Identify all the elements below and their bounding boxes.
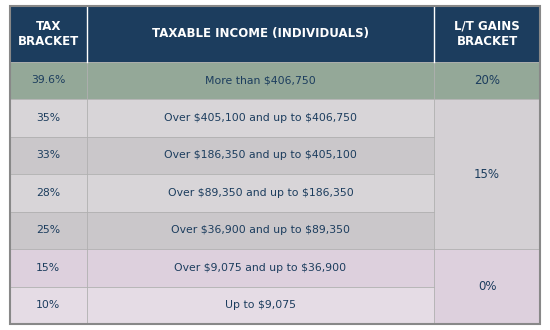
Bar bbox=[10, 137, 87, 174]
Bar bbox=[10, 99, 87, 137]
Text: 28%: 28% bbox=[36, 188, 60, 198]
Text: 20%: 20% bbox=[474, 74, 500, 87]
Bar bbox=[87, 62, 434, 99]
Bar bbox=[434, 99, 540, 249]
Bar bbox=[10, 62, 87, 99]
Text: 25%: 25% bbox=[36, 225, 60, 235]
Text: 35%: 35% bbox=[36, 113, 60, 123]
Text: Over \$186,350 and up to \$405,100: Over \$186,350 and up to \$405,100 bbox=[164, 150, 357, 160]
Text: Up to \$9,075: Up to \$9,075 bbox=[225, 300, 296, 310]
Bar bbox=[87, 99, 434, 137]
Bar bbox=[10, 249, 87, 286]
Bar bbox=[10, 174, 87, 212]
Bar bbox=[10, 6, 540, 62]
Bar bbox=[87, 249, 434, 286]
Bar bbox=[434, 249, 540, 324]
Bar bbox=[87, 212, 434, 249]
Text: 39.6%: 39.6% bbox=[31, 75, 65, 85]
Bar bbox=[87, 286, 434, 324]
Bar bbox=[10, 212, 87, 249]
Text: More than \$406,750: More than \$406,750 bbox=[205, 75, 316, 85]
Bar bbox=[87, 174, 434, 212]
Text: Over \$89,350 and up to \$186,350: Over \$89,350 and up to \$186,350 bbox=[168, 188, 353, 198]
Text: TAX
BRACKET: TAX BRACKET bbox=[18, 19, 79, 48]
Text: L/T GAINS
BRACKET: L/T GAINS BRACKET bbox=[454, 19, 520, 48]
Text: 15%: 15% bbox=[36, 263, 60, 273]
Bar bbox=[434, 62, 540, 99]
Text: 10%: 10% bbox=[36, 300, 60, 310]
Text: Over \$9,075 and up to \$36,900: Over \$9,075 and up to \$36,900 bbox=[174, 263, 346, 273]
Bar bbox=[10, 286, 87, 324]
Bar bbox=[87, 137, 434, 174]
Text: 33%: 33% bbox=[36, 150, 60, 160]
Text: Over \$36,900 and up to \$89,350: Over \$36,900 and up to \$89,350 bbox=[171, 225, 350, 235]
Text: 0%: 0% bbox=[478, 280, 496, 293]
Text: TAXABLE INCOME (INDIVIDUALS): TAXABLE INCOME (INDIVIDUALS) bbox=[152, 27, 369, 40]
Text: Over \$405,100 and up to \$406,750: Over \$405,100 and up to \$406,750 bbox=[164, 113, 357, 123]
Text: 15%: 15% bbox=[474, 168, 500, 181]
